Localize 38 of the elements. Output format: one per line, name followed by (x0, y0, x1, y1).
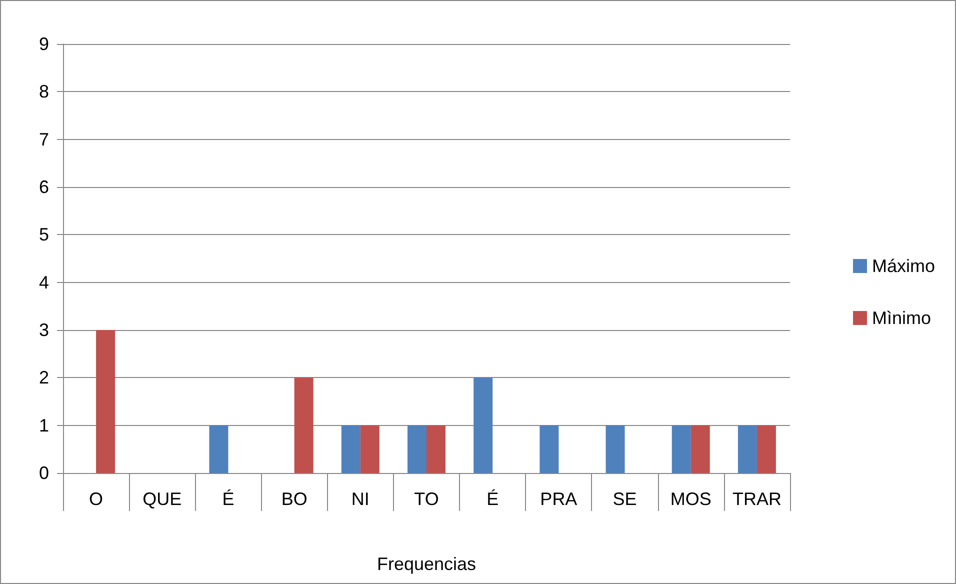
bar (690, 425, 710, 473)
y-tick-label: 5 (38, 224, 49, 245)
x-tick-label: SE (612, 489, 637, 509)
bar (738, 425, 757, 473)
y-tick-label: 4 (38, 272, 49, 292)
legend-label: Máximo (872, 256, 936, 276)
x-tick-label: É (222, 489, 234, 509)
x-tick-label: NI (351, 489, 370, 509)
legend-label: Mìnimo (872, 308, 932, 328)
y-tick-label: 3 (38, 320, 49, 340)
x-tick-label: QUE (142, 489, 182, 509)
y-tick-label: 7 (38, 129, 49, 150)
bar (341, 425, 360, 473)
bar (294, 378, 314, 473)
y-tick-label: 2 (38, 368, 49, 388)
y-tick-label: 1 (38, 415, 49, 436)
y-tick-label: 9 (38, 34, 49, 54)
bar (408, 425, 426, 473)
bar (209, 425, 228, 473)
x-tick-label: TRAR (732, 489, 782, 509)
x-tick-label: BO (281, 489, 308, 509)
bar (606, 425, 625, 473)
y-tick-label: 8 (38, 82, 49, 102)
y-tick-label: 6 (38, 177, 49, 197)
y-tick-label: 0 (38, 463, 49, 483)
x-tick-label: PRA (540, 489, 578, 509)
x-tick-label: MOS (670, 489, 712, 509)
x-tick-label: TO (414, 489, 439, 509)
x-tick-label: O (89, 489, 104, 509)
bar (474, 378, 493, 473)
bar (426, 425, 446, 473)
bar (540, 425, 559, 473)
bar (756, 425, 776, 473)
bar (360, 425, 380, 473)
bar (672, 425, 691, 473)
x-axis-title: Frequencias (376, 554, 476, 574)
bar (96, 330, 116, 473)
x-tick-label: É (486, 489, 499, 509)
